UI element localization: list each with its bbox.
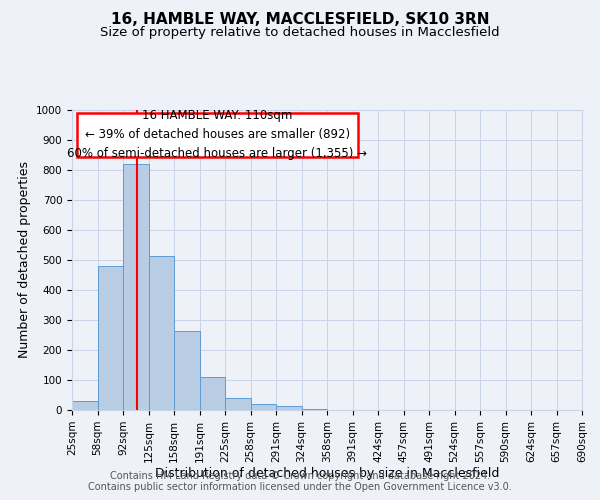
Bar — [302, 408, 327, 410]
Text: Contains public sector information licensed under the Open Government Licence v3: Contains public sector information licen… — [88, 482, 512, 492]
Bar — [251, 404, 276, 410]
Bar — [97, 266, 123, 410]
X-axis label: Distribution of detached houses by size in Macclesfield: Distribution of detached houses by size … — [155, 468, 499, 480]
Y-axis label: Number of detached properties: Number of detached properties — [17, 162, 31, 358]
Bar — [149, 256, 174, 410]
Bar — [123, 164, 149, 410]
Bar — [174, 331, 199, 410]
Text: Size of property relative to detached houses in Macclesfield: Size of property relative to detached ho… — [100, 26, 500, 39]
Bar — [225, 398, 251, 410]
Bar — [276, 406, 302, 410]
Bar — [72, 401, 97, 410]
Text: 16 HAMBLE WAY: 110sqm
← 39% of detached houses are smaller (892)
60% of semi-det: 16 HAMBLE WAY: 110sqm ← 39% of detached … — [67, 110, 367, 160]
Text: Contains HM Land Registry data © Crown copyright and database right 2024.: Contains HM Land Registry data © Crown c… — [110, 471, 490, 481]
Text: 16, HAMBLE WAY, MACCLESFIELD, SK10 3RN: 16, HAMBLE WAY, MACCLESFIELD, SK10 3RN — [111, 12, 489, 28]
Bar — [199, 377, 225, 410]
FancyBboxPatch shape — [77, 113, 358, 156]
